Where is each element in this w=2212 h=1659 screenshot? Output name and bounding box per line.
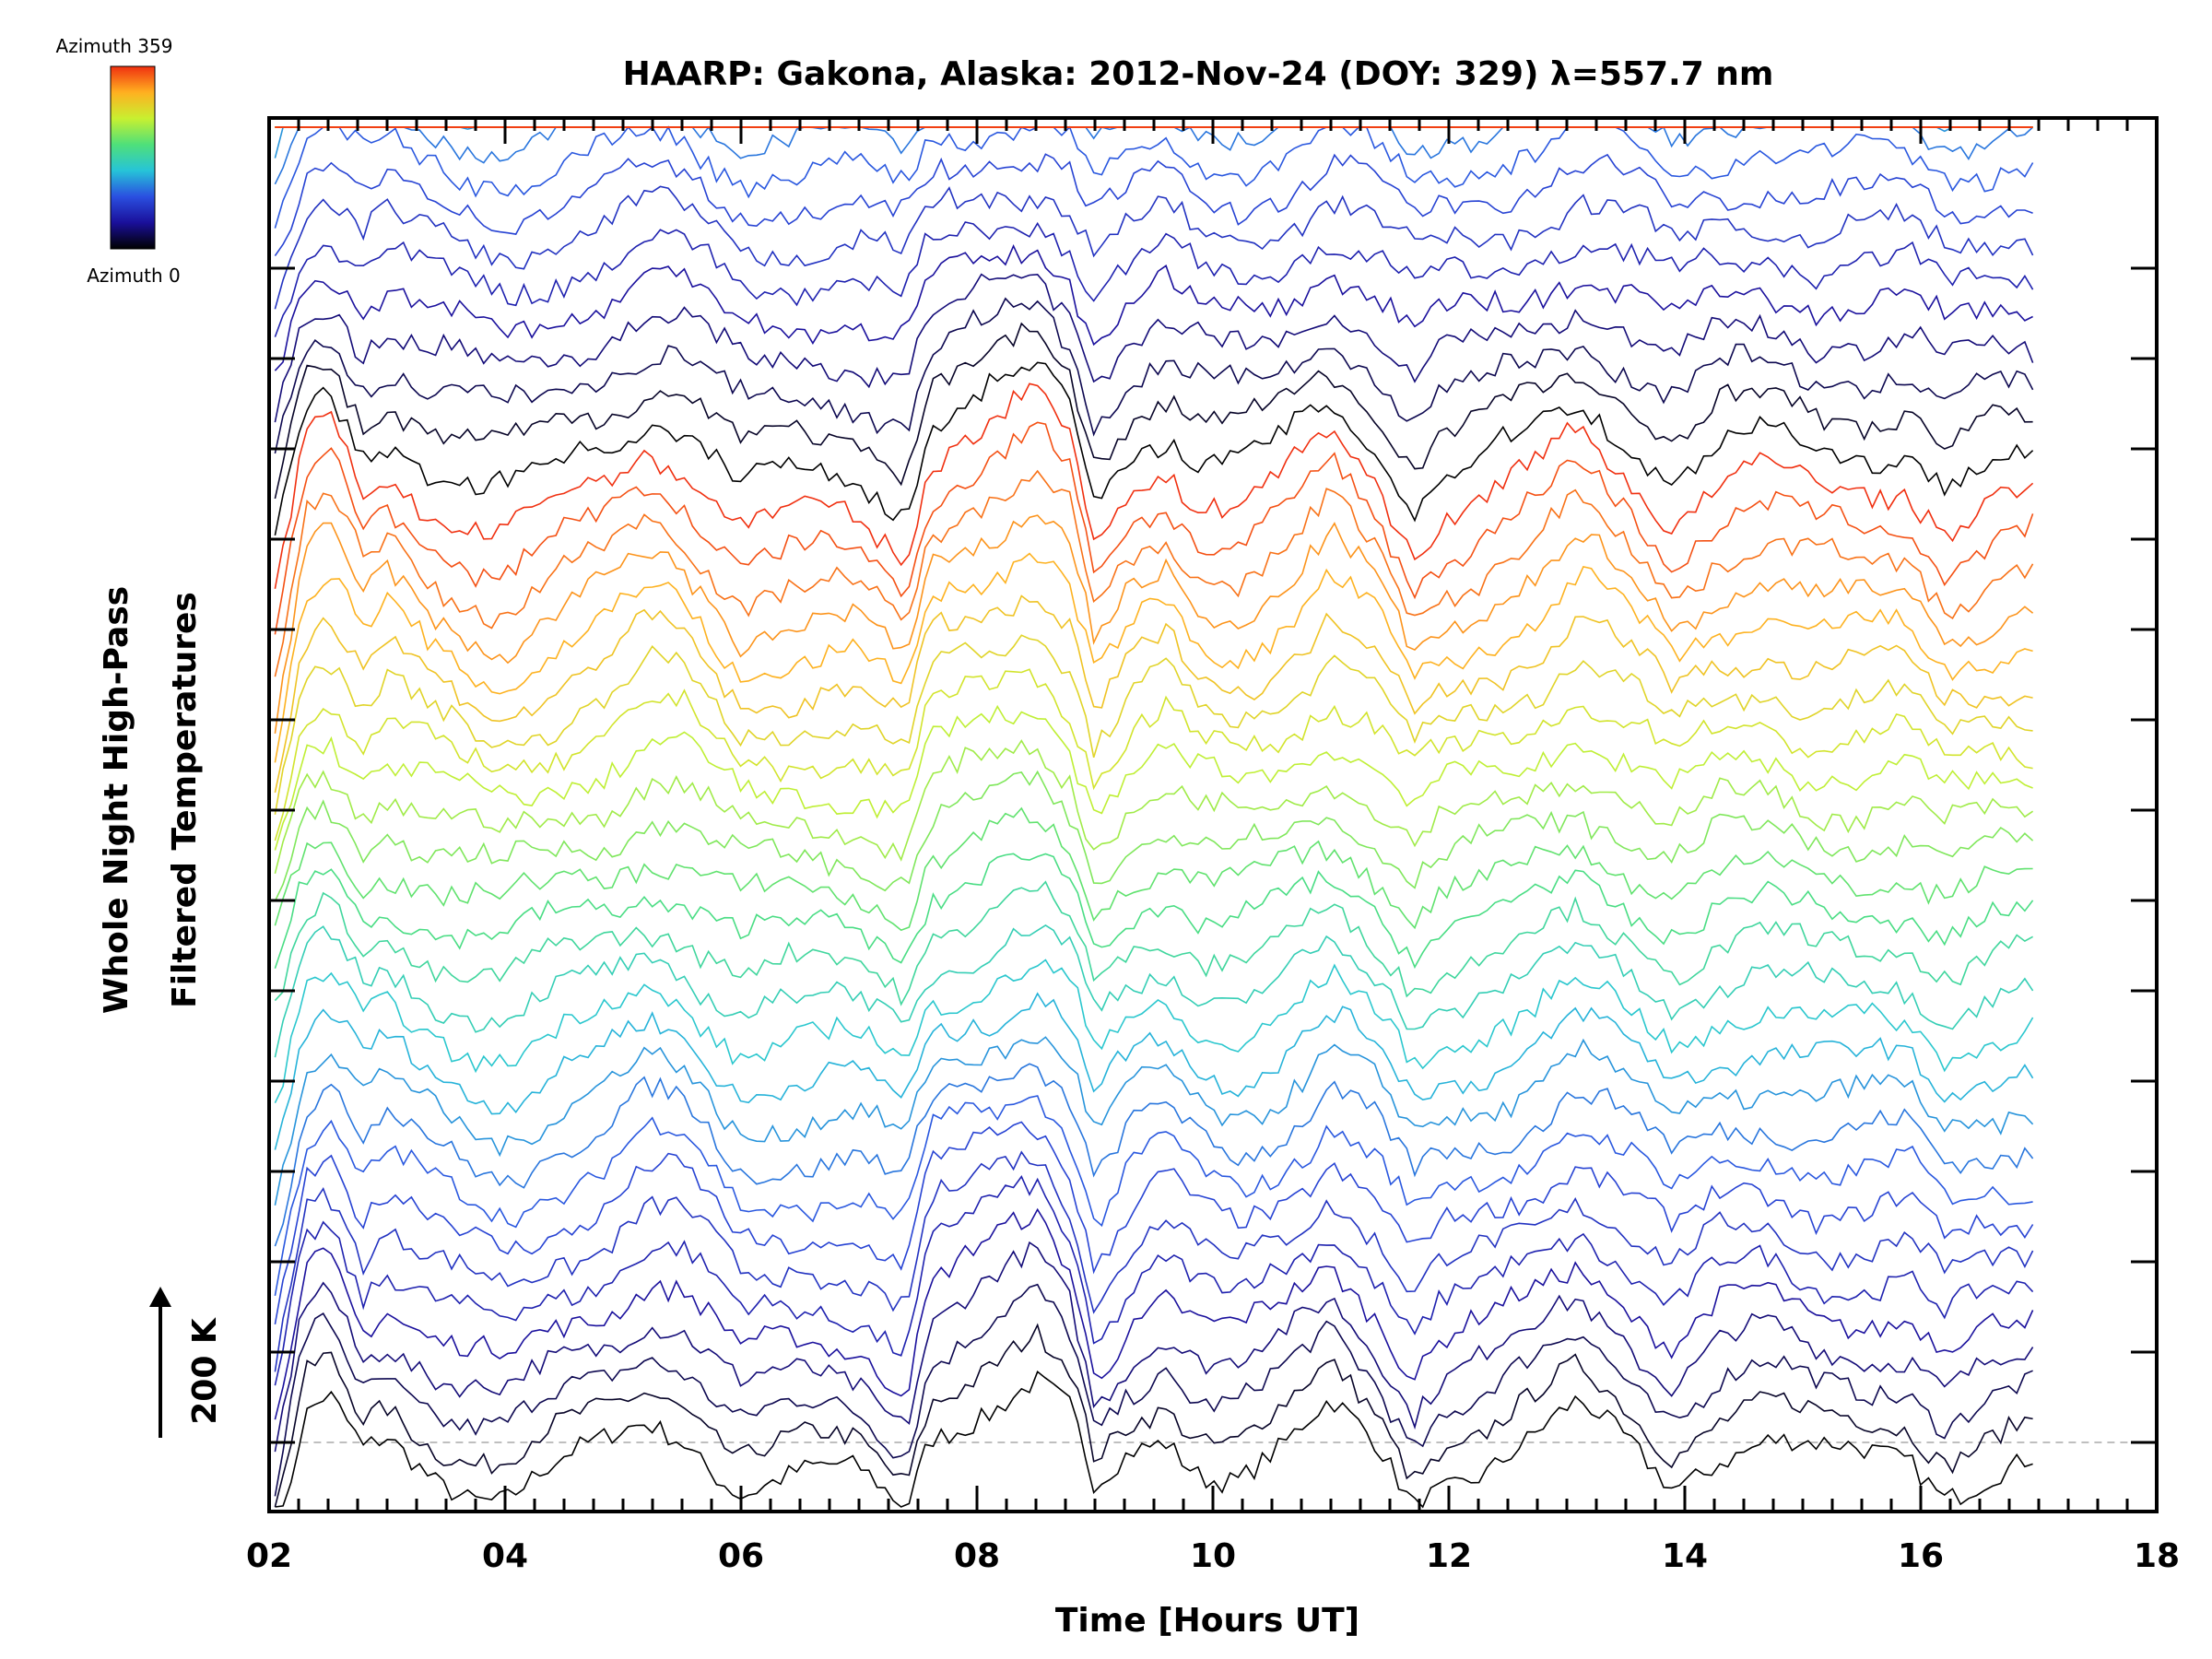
axes: 02 04 06 08 10 12 14 16 18	[246, 116, 2180, 1575]
y-axis-label-line1: Whole Night High-Pass	[98, 586, 135, 1014]
series-line	[274, 1063, 2034, 1247]
series-line	[274, 421, 2034, 635]
series-line	[274, 153, 2033, 257]
scale-label: 200 K	[186, 1317, 224, 1425]
series-line	[274, 770, 2034, 902]
series-line	[274, 1150, 2034, 1372]
series-line	[274, 992, 2034, 1150]
series-line	[274, 1036, 2034, 1206]
chart-title: HAARP: Gakona, Alaska: 2012-Nov-24 (DOY:…	[623, 55, 1774, 93]
series-line	[274, 959, 2034, 1104]
series-line	[274, 924, 2034, 1058]
series-line	[274, 1121, 2034, 1325]
series-line	[274, 634, 2033, 815]
colorbar	[110, 65, 156, 250]
series-line	[274, 880, 2033, 1006]
series-line	[274, 552, 2033, 763]
x-tick-label: 18	[2134, 1537, 2180, 1575]
x-tick-label: 02	[246, 1537, 292, 1575]
series-line	[274, 668, 2033, 841]
colorbar-bottom-label: Azimuth 0	[87, 265, 181, 287]
x-tick-label: 06	[718, 1537, 764, 1575]
series-line	[274, 1095, 2033, 1297]
series-line	[274, 469, 2034, 677]
series-line	[274, 739, 2034, 874]
series-line	[274, 853, 2034, 970]
series-line	[275, 1370, 2033, 1509]
x-tick-label: 04	[482, 1537, 528, 1575]
series-line	[274, 185, 2034, 310]
series-line	[274, 273, 2034, 423]
series-line	[274, 322, 2033, 500]
x-tick-label: 14	[1662, 1537, 1708, 1575]
x-axis-label: Time [Hours UT]	[1055, 1602, 1359, 1640]
series-line	[274, 297, 2034, 454]
series-line	[274, 126, 2033, 159]
series-line	[274, 1241, 2034, 1453]
series-line	[274, 1207, 2034, 1420]
series-line	[274, 125, 2034, 229]
series-line	[274, 1175, 2034, 1386]
y-axis-label-line2: Filtered Temperatures	[166, 592, 204, 1008]
series-lines	[274, 125, 2143, 1509]
series-line	[274, 806, 2033, 932]
series-line	[274, 221, 2034, 337]
series-line	[274, 594, 2033, 794]
series-line	[274, 1283, 2033, 1497]
series-line	[274, 1323, 2033, 1508]
series-line	[274, 243, 2033, 371]
series-line	[274, 361, 2034, 536]
scale-arrow-head	[149, 1287, 171, 1307]
series-line	[274, 125, 2034, 185]
series-line	[274, 704, 2033, 851]
colorbar-top-label: Azimuth 359	[56, 35, 173, 57]
series-line	[274, 514, 2034, 735]
x-tick-label: 10	[1190, 1537, 1236, 1575]
x-tick-label: 16	[1898, 1537, 1944, 1575]
x-tick-label: 08	[954, 1537, 1000, 1575]
x-tick-label: 12	[1426, 1537, 1472, 1575]
series-line	[274, 382, 2034, 589]
